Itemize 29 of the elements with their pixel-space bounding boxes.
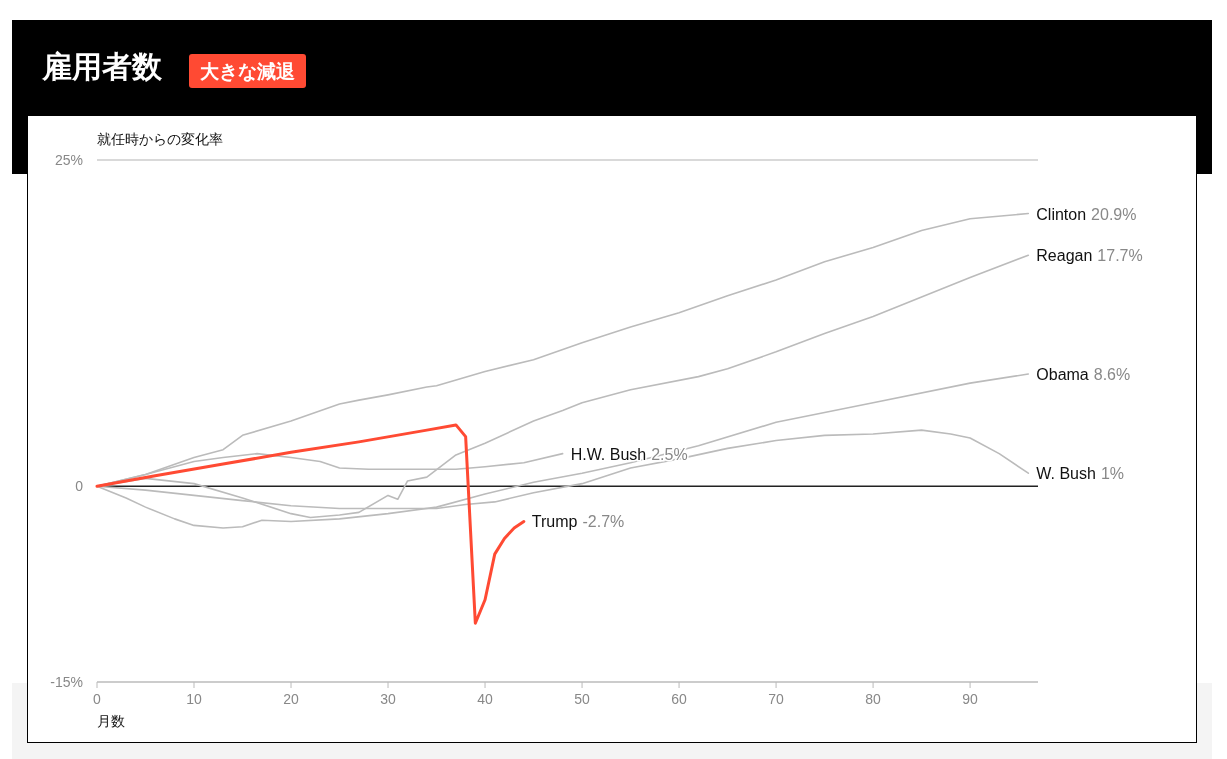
y-tick-label: 25% [54, 152, 83, 168]
x-tick-label: 30 [380, 691, 397, 707]
x-tick-label: 90 [962, 691, 979, 707]
text: 17.7% [1097, 247, 1143, 265]
x-tick-label: 60 [671, 691, 688, 707]
series-label: H.W. Bush [570, 445, 647, 463]
x-tick-label: 0 [93, 691, 102, 707]
text: 8.6% [1093, 366, 1131, 384]
y-tick-label: 0 [75, 478, 84, 495]
x-tick-label: 40 [477, 691, 494, 707]
x-tick-label: 70 [768, 691, 785, 707]
y-axis-title: 就任時からの変化率 [97, 131, 223, 147]
chart-subtitle: 大きな減退 [200, 61, 295, 82]
x-tick-label: 80 [865, 691, 882, 707]
text: 20.9% [1091, 205, 1137, 223]
x-tick-label: 10 [186, 691, 203, 707]
annotation: -2.7% [582, 513, 625, 531]
series-label: Trump [531, 513, 578, 531]
x-tick-label: 20 [283, 691, 300, 707]
x-axis-title: 月数 [97, 713, 125, 729]
series-label: W. Bush [1036, 465, 1096, 483]
series-label: Clinton [1036, 205, 1087, 223]
series-label: Obama [1036, 366, 1089, 384]
x-tick-label: 50 [574, 691, 591, 707]
text: 1% [1100, 465, 1124, 483]
series-label: Reagan [1036, 247, 1093, 265]
y-tick-label: -15% [50, 674, 83, 690]
chart-title: 雇用者数 [41, 50, 163, 83]
line-series [95, 423, 526, 625]
